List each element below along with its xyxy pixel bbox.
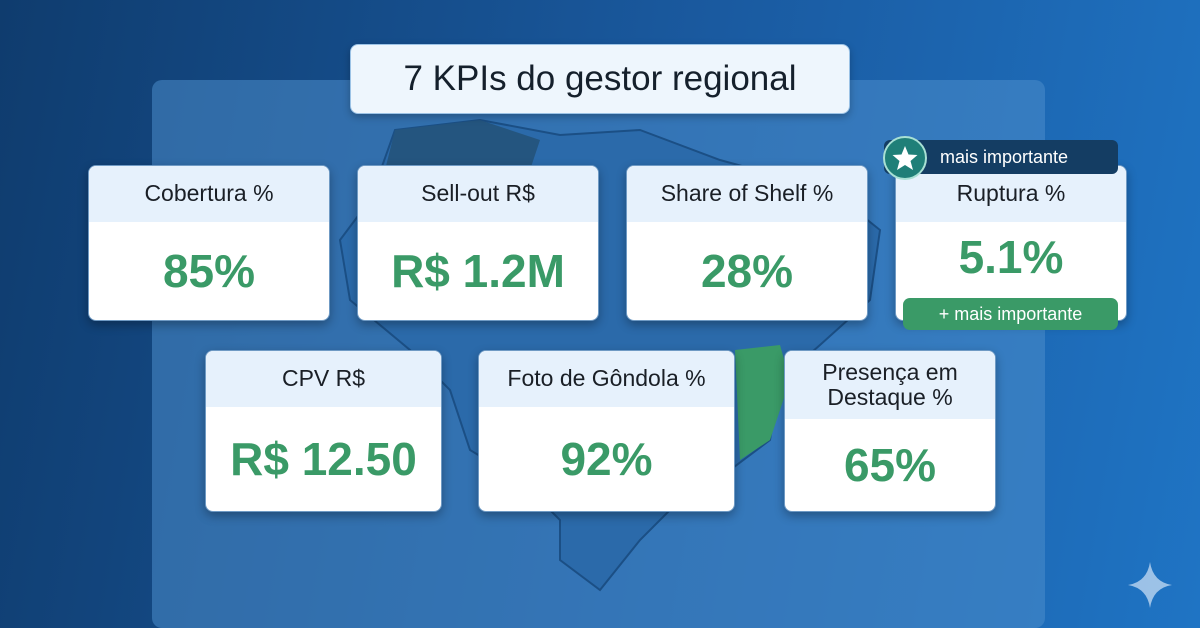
kpi-card: Presença em Destaque % 65% <box>784 350 996 512</box>
kpi-value: R$ 12.50 <box>230 433 417 485</box>
kpi-value: 28% <box>700 245 794 297</box>
kpi-value: 85% <box>162 245 256 297</box>
kpi-label: Presença em Destaque % <box>785 351 995 419</box>
title: 7 KPIs do gestor regional <box>350 44 850 114</box>
kpi-label: Sell-out R$ <box>358 166 598 222</box>
kpi-card: Foto de Gôndola % 92% <box>478 350 735 512</box>
kpi-value: R$ 1.2M <box>391 245 565 297</box>
star-icon <box>883 136 927 180</box>
kpi-label: Cobertura % <box>89 166 329 222</box>
kpi-card: Ruptura % 5.1% <box>895 165 1127 321</box>
tag: + mais importante <box>903 298 1118 330</box>
kpi-label: Share of Shelf % <box>627 166 867 222</box>
kpi-card: Share of Shelf % 28% <box>626 165 868 321</box>
kpi-label: Foto de Gôndola % <box>479 351 734 407</box>
kpi-value: 5.1% <box>958 231 1064 283</box>
kpi-card: CPV R$ R$ 12.50 <box>205 350 442 512</box>
kpi-value: 65% <box>843 439 937 491</box>
kpi-value: 92% <box>560 433 653 485</box>
kpi-card: Sell-out R$ R$ 1.2M <box>357 165 599 321</box>
kpi-label: Ruptura % <box>896 166 1126 222</box>
kpi-label: CPV R$ <box>206 351 441 407</box>
kpi-card: Cobertura % 85% <box>88 165 330 321</box>
